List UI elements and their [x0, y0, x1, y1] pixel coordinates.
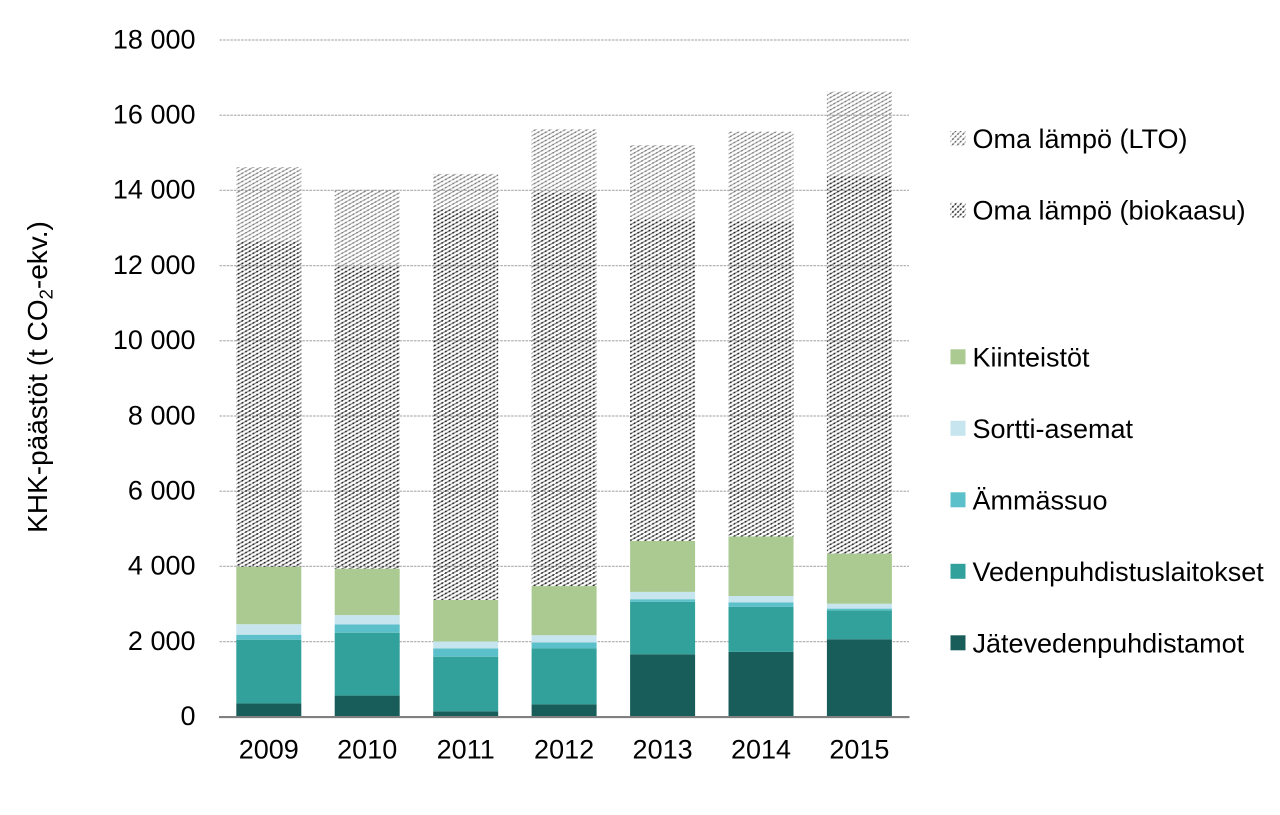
svg-text:12 000: 12 000: [113, 250, 196, 280]
svg-text:4 000: 4 000: [128, 551, 196, 581]
svg-text:Jätevedenpuhdistamot: Jätevedenpuhdistamot: [973, 628, 1245, 658]
svg-text:10 000: 10 000: [113, 325, 196, 355]
svg-text:2010: 2010: [337, 735, 397, 765]
svg-text:2011: 2011: [437, 735, 495, 765]
svg-text:KHK-päästöt (t CO2-ekv.): KHK-päästöt (t CO2-ekv.): [22, 221, 57, 533]
svg-text:Kiinteistöt: Kiinteistöt: [973, 342, 1091, 372]
svg-text:8 000: 8 000: [128, 400, 196, 430]
svg-text:Oma lämpö (biokaasu): Oma lämpö (biokaasu): [973, 196, 1246, 226]
svg-text:2014: 2014: [731, 735, 791, 765]
svg-text:16 000: 16 000: [113, 100, 196, 130]
svg-text:2013: 2013: [633, 735, 693, 765]
svg-text:2 000: 2 000: [128, 626, 196, 656]
svg-text:Vedenpuhdistuslaitokset: Vedenpuhdistuslaitokset: [973, 557, 1265, 587]
svg-text:14 000: 14 000: [113, 175, 196, 205]
svg-text:2009: 2009: [239, 735, 299, 765]
svg-text:Sortti-asemat: Sortti-asemat: [973, 414, 1134, 444]
svg-text:18 000: 18 000: [113, 24, 196, 54]
svg-text:2012: 2012: [534, 735, 594, 765]
svg-text:Oma lämpö (LTO): Oma lämpö (LTO): [973, 124, 1188, 154]
svg-text:0: 0: [180, 701, 195, 731]
svg-text:Ämmässuo: Ämmässuo: [973, 485, 1108, 515]
svg-text:6 000: 6 000: [128, 476, 196, 506]
svg-text:2015: 2015: [829, 735, 889, 765]
